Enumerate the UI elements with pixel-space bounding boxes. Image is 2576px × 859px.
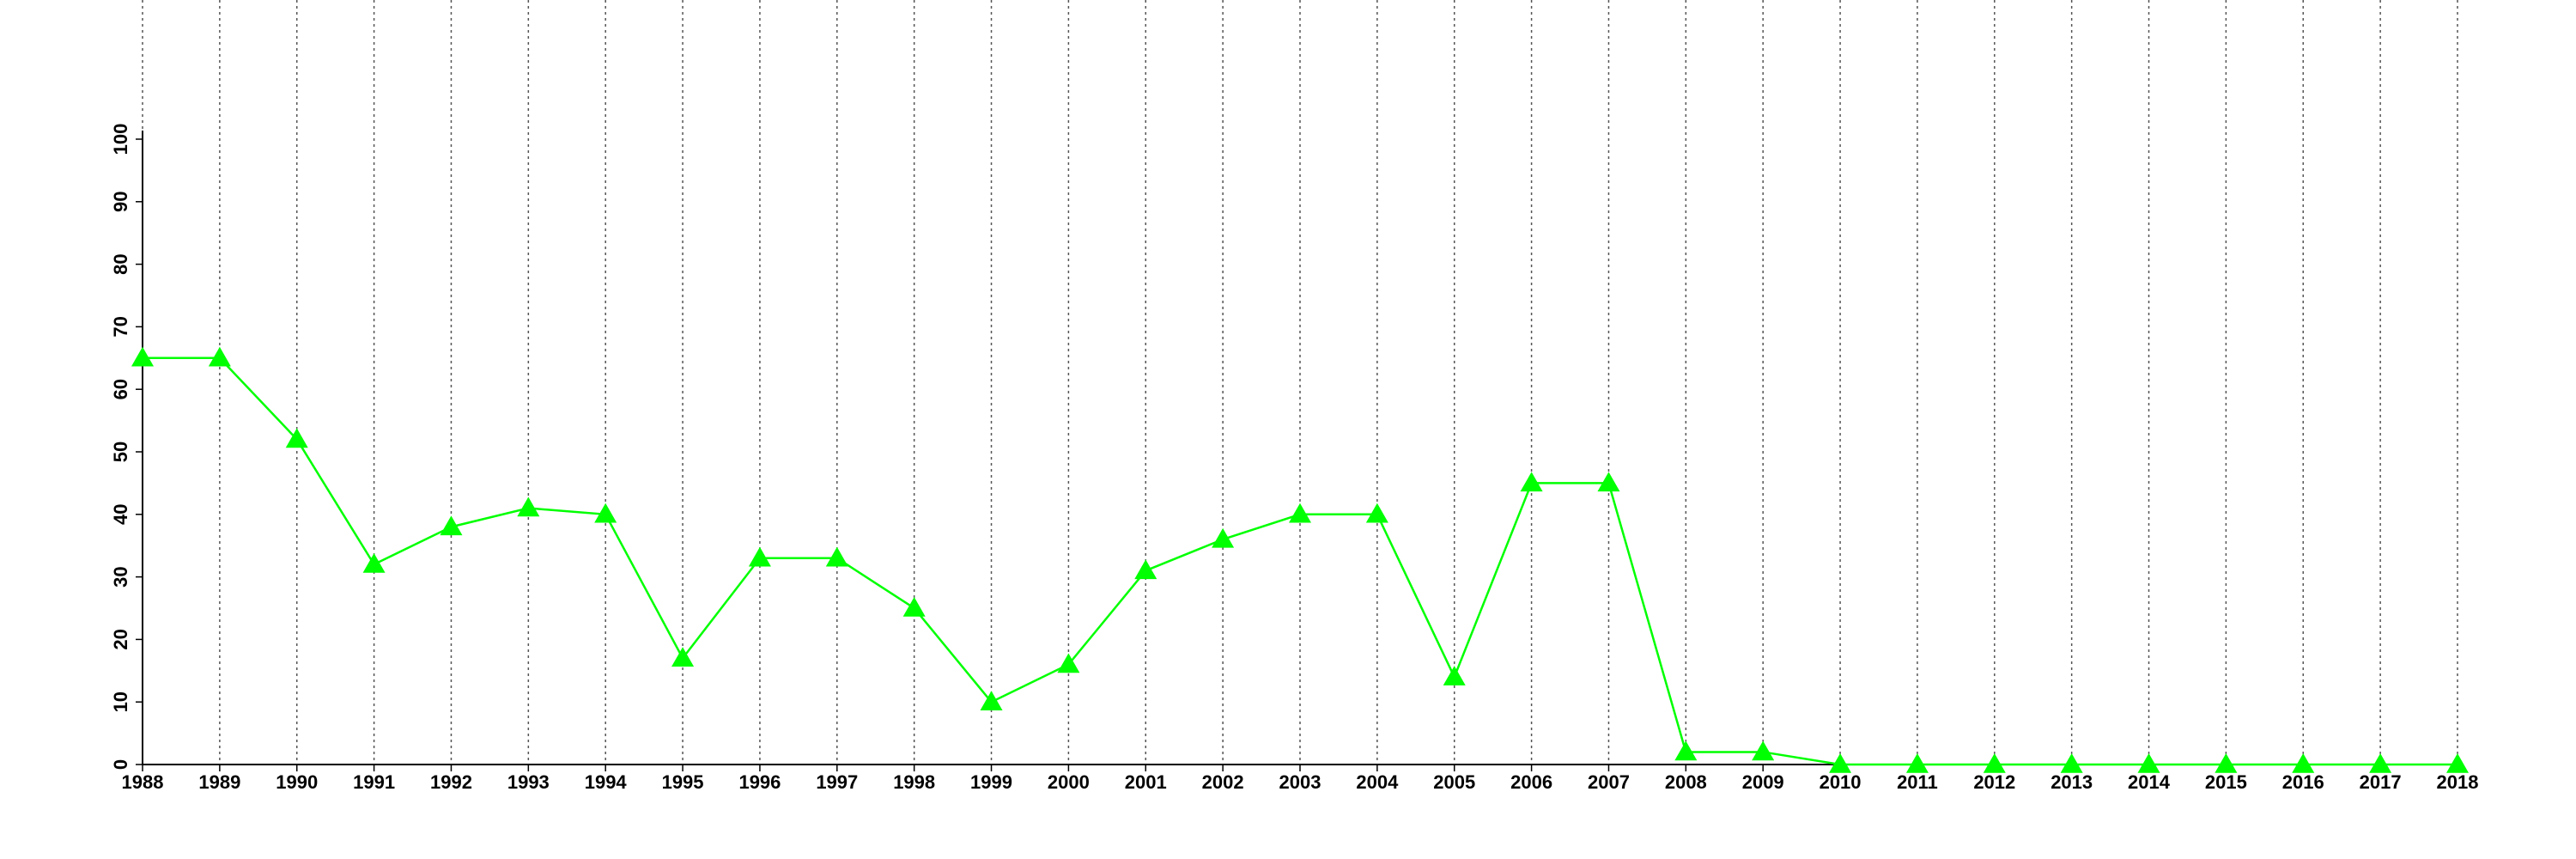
x-tick-label: 1993 <box>507 771 550 793</box>
x-tick-label: 2009 <box>1742 771 1784 793</box>
x-tick-label: 2006 <box>1510 771 1552 793</box>
y-tick-label: 90 <box>110 192 131 212</box>
x-tick-label: 1989 <box>198 771 240 793</box>
marker <box>1597 472 1620 492</box>
y-tick-label: 70 <box>110 316 131 337</box>
marker <box>980 691 1003 710</box>
marker <box>208 346 231 367</box>
x-tick-label: 2015 <box>2205 771 2247 793</box>
marker <box>1983 753 2006 773</box>
x-tick-label: 2003 <box>1279 771 1321 793</box>
marker <box>1674 740 1698 761</box>
x-tick-label: 1988 <box>122 771 164 793</box>
x-tick-label: 2018 <box>2437 771 2479 793</box>
x-tick-label: 2017 <box>2360 771 2402 793</box>
x-tick-label: 2001 <box>1125 771 1167 793</box>
marker <box>440 515 463 536</box>
marker <box>2292 753 2315 773</box>
x-tick-label: 1997 <box>816 771 858 793</box>
y-tick-label: 30 <box>110 566 131 587</box>
x-tick-label: 1998 <box>893 771 935 793</box>
marker <box>594 503 617 523</box>
marker <box>671 647 695 667</box>
x-tick-label: 1995 <box>662 771 704 793</box>
x-tick-label: 2008 <box>1665 771 1707 793</box>
marker <box>2060 753 2083 773</box>
marker <box>1752 740 1775 761</box>
marker <box>2215 753 2238 773</box>
x-tick-label: 2007 <box>1588 771 1630 793</box>
marker <box>285 428 308 448</box>
marker <box>362 553 386 573</box>
marker <box>1520 472 1543 492</box>
marker <box>2446 753 2469 773</box>
x-tick-label: 1991 <box>353 771 395 793</box>
x-tick-label: 1999 <box>970 771 1012 793</box>
x-tick-label: 1996 <box>738 771 781 793</box>
y-tick-label: 50 <box>110 442 131 462</box>
x-tick-label: 2012 <box>1973 771 2015 793</box>
marker <box>1443 666 1466 685</box>
marker <box>1212 527 1235 548</box>
x-tick-label: 2000 <box>1048 771 1090 793</box>
y-tick-label: 60 <box>110 379 131 399</box>
marker <box>131 346 154 367</box>
x-tick-label: 2016 <box>2282 771 2324 793</box>
marker <box>748 546 771 567</box>
marker <box>1134 559 1157 580</box>
marker <box>1289 503 1311 523</box>
y-tick-label: 0 <box>110 759 131 770</box>
x-tick-label: 2013 <box>2050 771 2093 793</box>
y-tick-label: 40 <box>110 504 131 525</box>
x-tick-label: 1990 <box>276 771 318 793</box>
marker <box>1905 753 1929 773</box>
y-tick-label: 100 <box>110 124 131 155</box>
marker <box>825 546 848 567</box>
x-tick-label: 1992 <box>430 771 472 793</box>
x-tick-label: 2002 <box>1202 771 1244 793</box>
marker <box>2369 753 2392 773</box>
y-tick-label: 80 <box>110 253 131 274</box>
x-tick-label: 2011 <box>1897 771 1938 793</box>
y-tick-label: 20 <box>110 629 131 649</box>
marker <box>2137 753 2160 773</box>
y-tick-label: 10 <box>110 691 131 712</box>
marker <box>1057 653 1080 673</box>
marker <box>902 597 926 617</box>
x-tick-label: 2014 <box>2128 771 2171 793</box>
x-tick-label: 1994 <box>585 771 628 793</box>
x-tick-label: 2004 <box>1356 771 1399 793</box>
x-tick-label: 2010 <box>1820 771 1862 793</box>
marker <box>517 497 540 517</box>
marker <box>1365 503 1388 523</box>
marker <box>1829 753 1852 773</box>
x-tick-label: 2005 <box>1433 771 1475 793</box>
